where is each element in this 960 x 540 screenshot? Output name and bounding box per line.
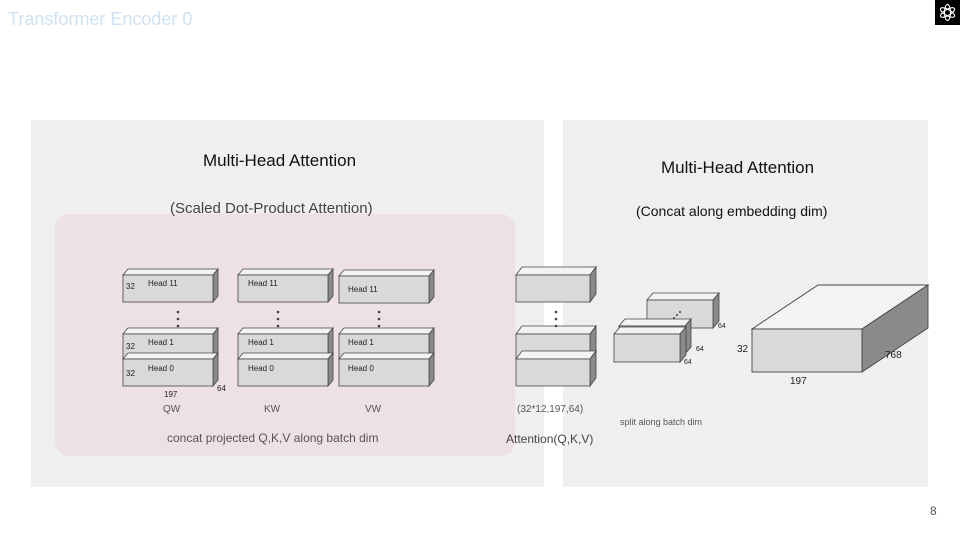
qw-label: QW bbox=[163, 404, 181, 415]
split-dim-front: 64 bbox=[684, 359, 692, 366]
kw-label: KW bbox=[264, 404, 281, 415]
vw-head-1-label: Head 1 bbox=[348, 338, 374, 347]
concat-caption: concat projected Q,K,V along batch dim bbox=[167, 431, 379, 445]
output-top-block bbox=[515, 266, 597, 303]
attention-output-stack bbox=[515, 266, 597, 387]
qw-head-1-label: Head 1 bbox=[148, 338, 174, 347]
qw-head-11-label: Head 11 bbox=[148, 279, 178, 288]
batch-dim-label-top: 32 bbox=[126, 282, 135, 291]
kw-ellipsis bbox=[276, 310, 280, 328]
output-bottom-block bbox=[515, 350, 597, 387]
slide-title: Transformer Encoder 0 bbox=[8, 9, 193, 29]
output-ellipsis bbox=[554, 310, 558, 328]
batch-dim-label-mid: 32 bbox=[126, 342, 135, 351]
right-title: Multi-Head Attention bbox=[661, 158, 815, 177]
vw-head-11-label: Head 11 bbox=[348, 285, 378, 294]
concat-seq-label: 197 bbox=[790, 376, 807, 387]
split-ellipsis bbox=[673, 311, 681, 319]
left-subtitle: (Scaled Dot-Product Attention) bbox=[170, 200, 373, 217]
page-number: 8 bbox=[930, 504, 937, 518]
split-dim-back: 64 bbox=[718, 323, 726, 330]
right-subtitle: (Concat along embedding dim) bbox=[636, 203, 828, 219]
seq-dim-label: 197 bbox=[164, 390, 178, 399]
kw-stack bbox=[237, 268, 334, 387]
split-dim-middle: 64 bbox=[696, 346, 704, 353]
split-caption: split along batch dim bbox=[620, 417, 703, 427]
vw-stack bbox=[338, 269, 435, 387]
vw-head-0-label: Head 0 bbox=[348, 364, 374, 373]
logo-icon bbox=[935, 0, 960, 25]
concat-embed-label: 768 bbox=[885, 350, 902, 361]
vw-label: VW bbox=[365, 404, 382, 415]
split-block-front bbox=[613, 326, 687, 363]
attention-label: Attention(Q,K,V) bbox=[506, 432, 594, 446]
batch-dim-label-bottom: 32 bbox=[126, 369, 135, 378]
split-blocks bbox=[613, 292, 720, 363]
qw-stack bbox=[122, 268, 219, 387]
concat-batch-label: 32 bbox=[737, 344, 749, 355]
left-title: Multi-Head Attention bbox=[203, 151, 357, 170]
concat-block bbox=[750, 284, 930, 373]
kw-head-0-label: Head 0 bbox=[248, 364, 274, 373]
output-shape-label: (32*12,197,64) bbox=[517, 404, 584, 415]
left-panel bbox=[31, 120, 544, 487]
vw-ellipsis bbox=[377, 310, 381, 328]
kw-head-11-label: Head 11 bbox=[248, 279, 278, 288]
head-dim-label: 64 bbox=[217, 384, 226, 393]
qw-head-0-label: Head 0 bbox=[148, 364, 174, 373]
qw-ellipsis bbox=[176, 310, 180, 328]
kw-head-1-label: Head 1 bbox=[248, 338, 274, 347]
